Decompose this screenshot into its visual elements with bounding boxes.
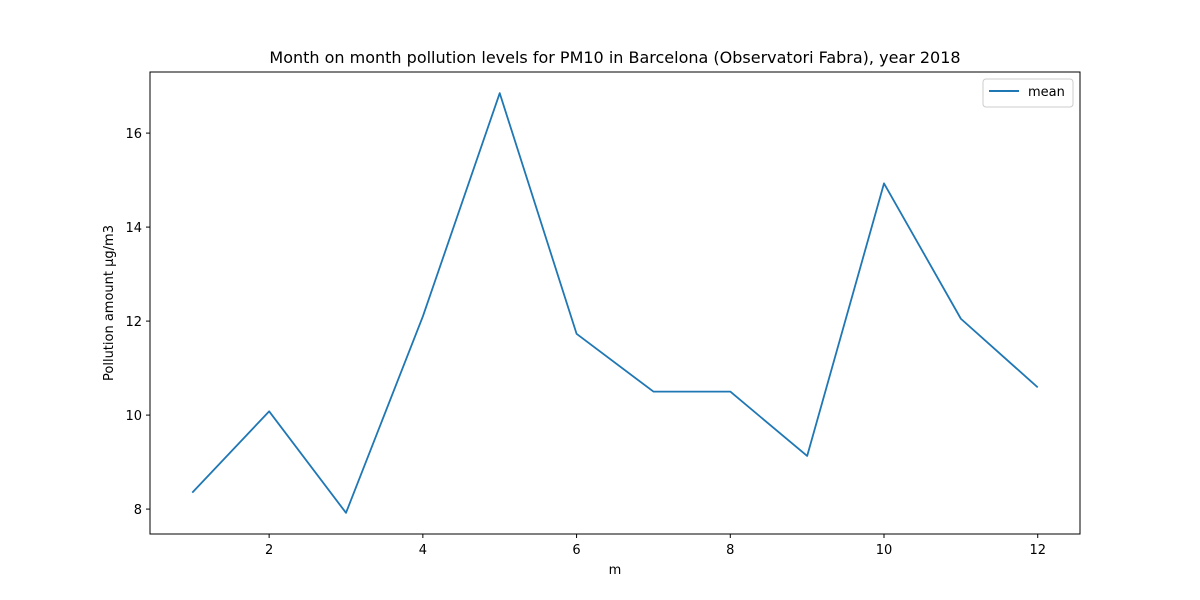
legend-box [982,78,1074,108]
x-tick-label: 4 [419,543,427,558]
series-layer [191,92,1039,514]
chart-title: Month on month pollution levels for PM10… [269,48,960,67]
series-line-mean [191,92,1039,514]
x-axis: 2 4 6 8 10 12 [265,534,1046,558]
x-tick-label: 6 [572,543,580,558]
legend-label: mean [1028,85,1065,100]
y-tick-label: 14 [125,221,142,236]
y-axis: 8 10 12 14 16 [125,127,150,518]
x-tick-label: 8 [726,543,734,558]
y-tick-label: 16 [125,127,142,142]
x-axis-label: m [609,563,622,578]
x-tick-label: 12 [1029,543,1046,558]
legend: mean [982,78,1074,108]
x-tick-label: 10 [876,543,893,558]
y-tick-label: 10 [125,409,142,424]
y-tick-label: 8 [134,503,142,518]
x-tick-label: 2 [265,543,273,558]
plot-area [149,71,1081,535]
y-axis-label: Pollution amount µg/m3 [102,225,117,381]
y-tick-label: 12 [125,315,142,330]
